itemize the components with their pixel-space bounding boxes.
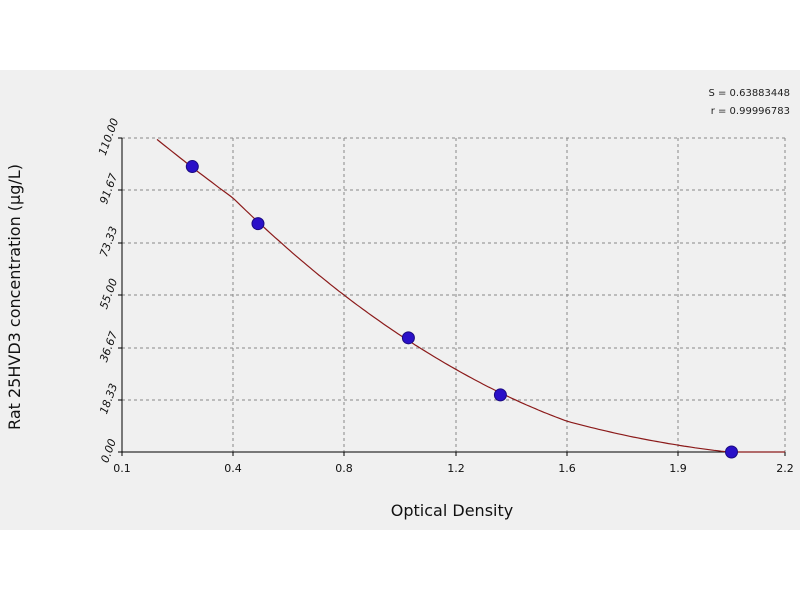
x-tick-label: 1.9 — [669, 462, 687, 475]
fit-curve — [156, 138, 785, 453]
y-tick-label: 91.67 — [97, 172, 120, 206]
y-tick-label: 73.33 — [97, 225, 120, 259]
y-tick-labels: 0.00 18.33 36.67 55.00 73.33 91.67 110.00 — [96, 116, 122, 465]
stat-s: S = 0.63883448 — [708, 88, 790, 99]
grid — [122, 137, 786, 452]
data-point — [493, 388, 507, 402]
x-tick-labels: 0.1 0.4 0.8 1.2 1.6 1.9 2.2 — [113, 452, 794, 475]
y-tick-label: 36.67 — [97, 330, 120, 364]
data-point — [725, 445, 738, 459]
y-axis-title: Rat 25HVD3 concentration (µg/L) — [5, 164, 24, 430]
y-tick-label: 110.00 — [96, 116, 121, 157]
x-axis-title: Optical Density — [391, 501, 513, 520]
x-tick-label: 0.1 — [113, 462, 131, 475]
y-tick-label: 0.00 — [98, 437, 119, 464]
x-tick-label: 1.6 — [558, 462, 576, 475]
y-tick-label: 18.33 — [97, 382, 120, 416]
y-tick-label: 55.00 — [97, 277, 120, 311]
stat-r: r = 0.99996783 — [710, 106, 790, 117]
data-point — [251, 217, 265, 231]
data-point — [185, 160, 199, 174]
data-point — [401, 331, 415, 345]
x-tick-label: 0.8 — [335, 462, 353, 475]
data-points — [185, 160, 738, 459]
x-tick-label: 1.2 — [447, 462, 465, 475]
x-tick-label: 2.2 — [776, 462, 794, 475]
x-tick-label: 0.4 — [224, 462, 242, 475]
chart-panel — [0, 70, 800, 530]
